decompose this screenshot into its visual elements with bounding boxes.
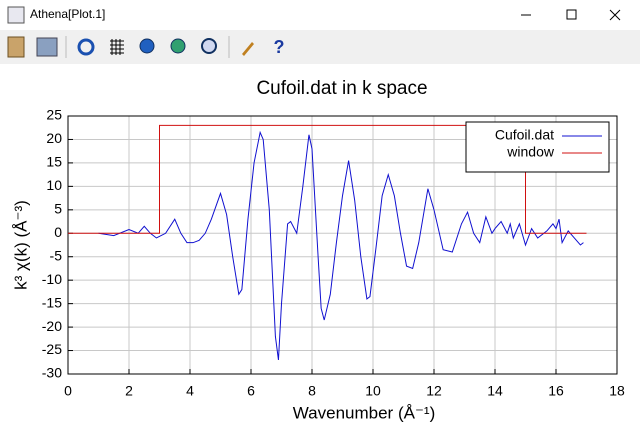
y-tick-label: -20 <box>42 318 62 334</box>
y-tick-label: -15 <box>42 294 62 310</box>
data-line <box>98 130 584 360</box>
maximize-button[interactable] <box>566 9 577 20</box>
grid-button[interactable] <box>110 39 124 55</box>
app-icon <box>7 6 25 24</box>
y-tick-label: 15 <box>46 154 62 170</box>
x-tick-label: 14 <box>487 383 503 399</box>
toolbar <box>0 30 640 64</box>
x-tick-label: 18 <box>609 383 625 399</box>
y-tick-label: 0 <box>54 224 62 240</box>
zoom-reset-button[interactable] <box>201 38 217 54</box>
x-tick-label: 0 <box>64 383 72 399</box>
settings-button[interactable] <box>242 42 254 56</box>
x-tick-label: 6 <box>247 383 255 399</box>
legend-label: window <box>506 144 555 160</box>
y-tick-label: -30 <box>42 365 62 381</box>
zoom-out-button[interactable] <box>170 38 186 54</box>
plot-frame <box>67 115 618 375</box>
y-tick-label: -5 <box>50 247 63 263</box>
data-line <box>68 124 587 234</box>
x-tick-label: 8 <box>308 383 316 399</box>
zoom-in-button[interactable] <box>139 38 155 54</box>
x-tick-label: 16 <box>548 383 564 399</box>
save-button[interactable] <box>36 37 58 57</box>
x-tick-label: 4 <box>186 383 194 399</box>
y-tick-label: 20 <box>46 130 62 146</box>
x-axis-label: Wavenumber (Å⁻¹) <box>293 403 435 422</box>
refresh-button[interactable] <box>77 38 95 56</box>
y-tick-label: 10 <box>46 177 62 193</box>
y-axis-label: k³ χ(k) (Å⁻³) <box>11 200 30 290</box>
x-tick-label: 12 <box>426 383 442 399</box>
y-tick-label: 5 <box>54 201 62 217</box>
legend-label: Cufoil.dat <box>495 127 554 143</box>
copy-button[interactable] <box>7 36 25 58</box>
x-tick-label: 2 <box>125 383 133 399</box>
title-bar <box>0 0 640 30</box>
y-tick-label: -25 <box>42 341 62 357</box>
window-title: Athena[Plot.1] <box>30 7 105 21</box>
y-tick-label: 25 <box>46 107 62 123</box>
legend-box <box>465 121 610 173</box>
y-tick-label: -10 <box>42 271 62 287</box>
chart-title: Cufoil.dat in k space <box>256 78 427 99</box>
help-button[interactable]: ? <box>274 37 285 57</box>
close-button[interactable] <box>609 9 621 21</box>
x-tick-label: 10 <box>365 383 381 399</box>
